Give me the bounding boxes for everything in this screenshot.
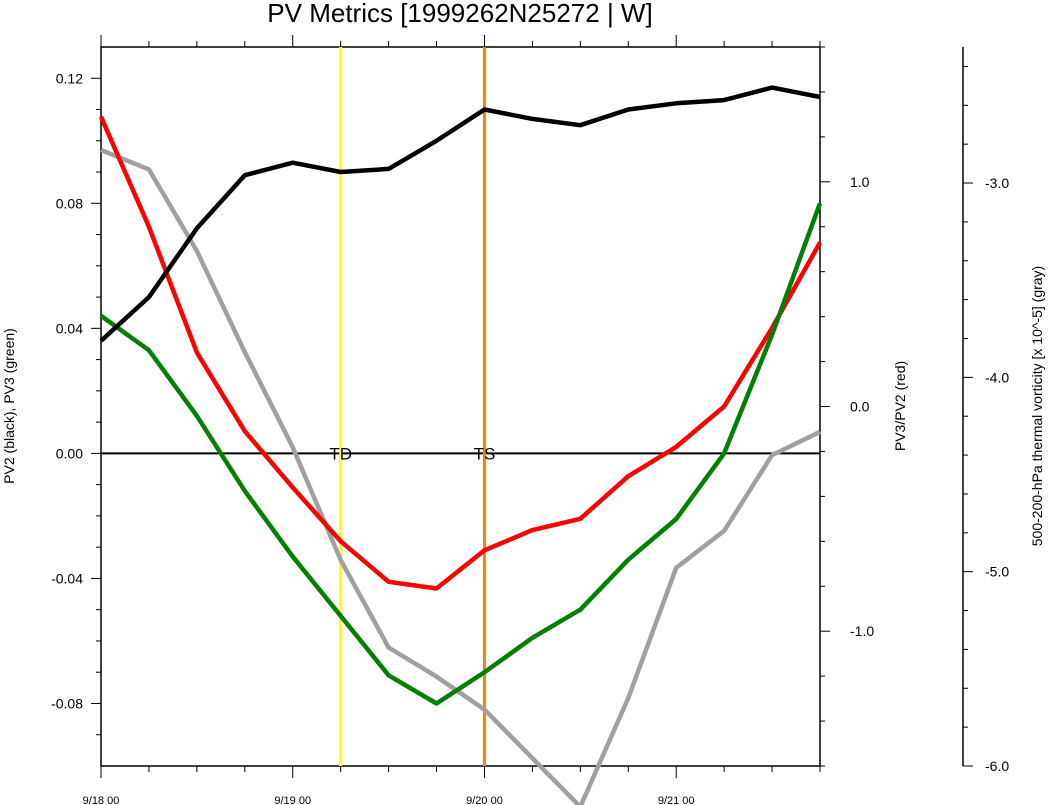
plot-frame [100,46,821,767]
series-line-pv3-pv2 [98,115,822,591]
x-tick-label: 9/20 00 [466,795,503,805]
right-outer-axis-label: 500-200-hPa thermal vorticity [x 10^-5] … [1029,266,1045,546]
left-axis-tick-label: -0.04 [51,570,83,586]
right-outer-axis-tick-label: -3.0 [985,175,1009,191]
x-tick-label: 9/21 00 [658,795,695,805]
series-line-pv3 [99,202,823,706]
left-axis-tick-label: 0.00 [56,445,83,461]
left-axis-tick-label: 0.12 [56,70,83,86]
marker-label-td: TD [329,444,352,463]
right-inner-axis-tick-label: -1.0 [850,623,874,639]
event-markers: TD TS [329,47,495,766]
left-axis-tick-label: 0.04 [56,320,83,336]
chart-title: PV Metrics [1999262N25272 | W] [267,0,652,28]
series-line-pv2 [99,85,821,343]
plot-area [100,46,821,767]
series-line-500-200-hpa-thermal-vorticity [100,147,821,805]
marker-label-ts: TS [474,444,496,463]
right-inner-axis-tick-label: 1.0 [850,174,870,190]
series-lines [98,85,823,805]
x-tick-label: 9/19 00 [274,795,311,805]
right-outer-axis-tick-label: -6.0 [985,758,1009,774]
left-axis-tick-label: -0.08 [51,695,83,711]
right-inner-axis-label: PV3/PV2 (red) [892,361,908,451]
x-tick-label: 9/18 00 [83,795,120,805]
left-axis-tick-label: 0.08 [56,195,83,211]
left-axis-label: PV2 (black), PV3 (green) [1,328,17,484]
right-outer-axis-tick-label: -5.0 [985,564,1009,580]
right-inner-axis-tick-label: 0.0 [850,399,870,415]
right-outer-axis-tick-label: -4.0 [985,369,1009,385]
axes: 9/18 00 9/19 00 9/20 00 9/21 00 -0.08 -0.04 0.… [51,35,1009,805]
